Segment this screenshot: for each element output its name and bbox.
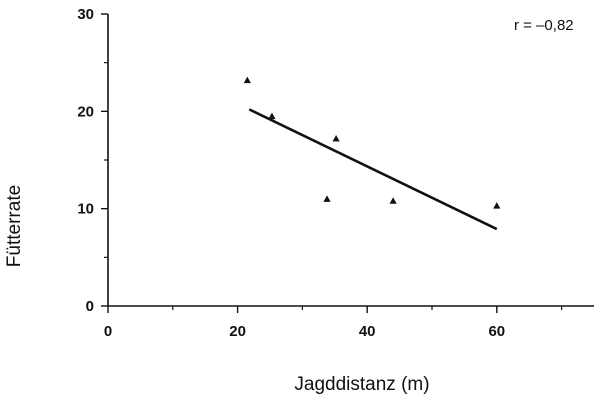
y-tick-label: 20 [77,103,94,120]
data-points [243,76,501,209]
regression-line [248,108,498,231]
x-tick-label: 60 [488,323,505,340]
correlation-annotation: r = –0,82 [514,17,574,34]
y-axis-title: Fütterrate [4,185,25,267]
y-tick-label: 10 [77,201,94,218]
regression [248,108,498,231]
data-point [268,112,276,120]
data-point [389,197,397,204]
y-tick-label: 30 [77,6,94,23]
data-point [493,202,501,209]
x-tick-label: 0 [104,323,112,340]
x-tick-label: 40 [359,323,376,340]
x-axis-title: Jagddistanz (m) [294,374,429,395]
x-tick-label: 20 [229,323,246,340]
ticks [101,13,563,313]
y-tick-label: 0 [86,298,94,315]
data-point [243,76,251,84]
data-point [332,134,340,142]
data-point [323,195,331,202]
tick-labels: 0 20 40 60 0 10 20 30 [77,6,505,340]
